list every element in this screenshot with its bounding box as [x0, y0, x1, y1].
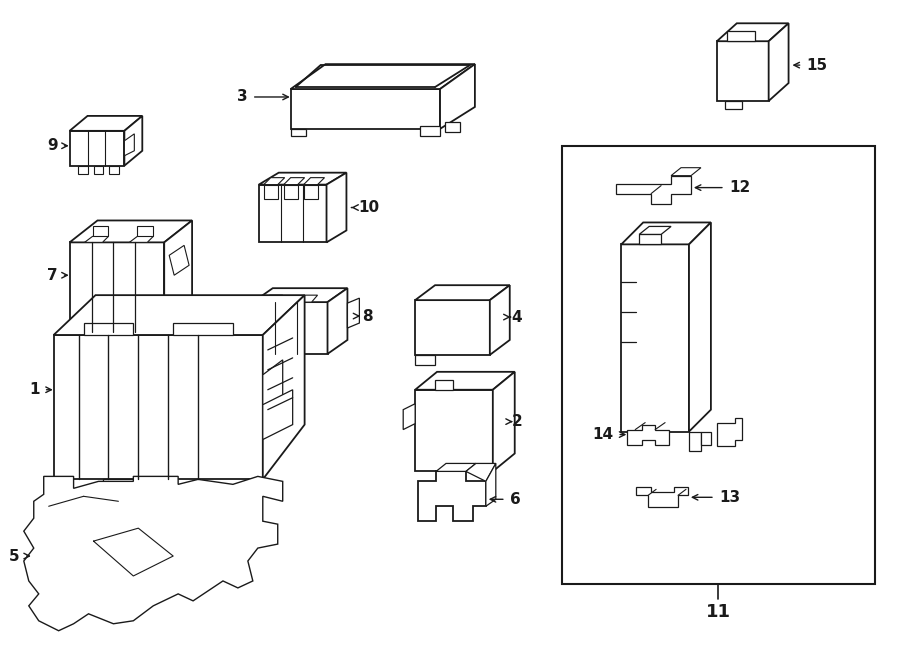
Text: 5: 5: [9, 549, 20, 564]
Text: 15: 15: [806, 58, 828, 73]
Polygon shape: [110, 166, 120, 174]
Polygon shape: [259, 184, 327, 243]
Polygon shape: [253, 302, 328, 354]
Polygon shape: [79, 332, 104, 345]
Polygon shape: [259, 173, 346, 184]
Polygon shape: [93, 227, 108, 237]
Polygon shape: [291, 89, 440, 129]
Text: 9: 9: [47, 138, 58, 153]
Polygon shape: [291, 64, 475, 89]
Polygon shape: [263, 390, 293, 440]
Polygon shape: [327, 173, 346, 243]
Text: 8: 8: [363, 309, 373, 324]
Polygon shape: [671, 168, 701, 176]
Polygon shape: [284, 184, 298, 198]
Polygon shape: [124, 134, 134, 156]
Polygon shape: [415, 372, 515, 390]
Polygon shape: [284, 178, 304, 184]
Polygon shape: [418, 471, 486, 521]
Polygon shape: [415, 285, 509, 300]
Polygon shape: [490, 285, 509, 355]
Polygon shape: [436, 463, 476, 471]
Polygon shape: [701, 432, 711, 444]
Polygon shape: [717, 41, 769, 101]
Polygon shape: [636, 487, 688, 507]
Polygon shape: [54, 335, 263, 479]
Polygon shape: [291, 129, 306, 136]
Polygon shape: [298, 295, 318, 302]
Text: 13: 13: [719, 490, 740, 505]
Polygon shape: [415, 300, 490, 355]
Polygon shape: [303, 178, 325, 184]
Polygon shape: [85, 237, 108, 243]
Polygon shape: [303, 184, 318, 198]
Polygon shape: [639, 227, 671, 235]
Polygon shape: [264, 178, 284, 184]
Bar: [562, 146, 875, 584]
Polygon shape: [138, 227, 153, 237]
Polygon shape: [445, 122, 460, 132]
Text: 6: 6: [509, 492, 520, 507]
Text: 1: 1: [29, 382, 40, 397]
Polygon shape: [77, 166, 87, 174]
Polygon shape: [621, 223, 711, 245]
Polygon shape: [104, 479, 153, 501]
Polygon shape: [466, 463, 496, 481]
Polygon shape: [727, 31, 755, 41]
Polygon shape: [69, 243, 164, 332]
Polygon shape: [639, 235, 662, 245]
Polygon shape: [717, 23, 788, 41]
Text: 14: 14: [592, 427, 613, 442]
Polygon shape: [689, 432, 701, 451]
Polygon shape: [84, 323, 133, 335]
Polygon shape: [124, 332, 149, 342]
Polygon shape: [263, 295, 283, 302]
Text: 4: 4: [512, 309, 522, 325]
Polygon shape: [627, 424, 669, 444]
Polygon shape: [415, 390, 493, 471]
Polygon shape: [493, 372, 515, 471]
Text: 11: 11: [706, 603, 731, 621]
Polygon shape: [769, 23, 788, 101]
Polygon shape: [173, 323, 233, 335]
Text: 2: 2: [512, 414, 523, 429]
Polygon shape: [328, 288, 347, 354]
Polygon shape: [23, 477, 283, 631]
Polygon shape: [124, 116, 142, 166]
Polygon shape: [440, 64, 475, 129]
Polygon shape: [486, 463, 496, 506]
Polygon shape: [264, 184, 278, 198]
Polygon shape: [169, 245, 189, 275]
Text: 10: 10: [358, 200, 380, 215]
Polygon shape: [347, 298, 359, 328]
Polygon shape: [130, 237, 153, 243]
Polygon shape: [69, 116, 142, 131]
Polygon shape: [435, 380, 453, 390]
Polygon shape: [263, 295, 304, 479]
Polygon shape: [616, 176, 691, 204]
Text: 3: 3: [238, 89, 248, 104]
Polygon shape: [69, 131, 124, 166]
Text: 12: 12: [729, 180, 750, 195]
Polygon shape: [164, 221, 192, 332]
Polygon shape: [94, 166, 104, 174]
Polygon shape: [621, 245, 689, 432]
Polygon shape: [724, 101, 742, 109]
Polygon shape: [403, 404, 415, 430]
Polygon shape: [54, 295, 304, 335]
Polygon shape: [253, 288, 347, 302]
Polygon shape: [420, 126, 440, 136]
Polygon shape: [69, 221, 192, 243]
Polygon shape: [689, 223, 711, 432]
Polygon shape: [263, 360, 283, 420]
Polygon shape: [717, 418, 742, 446]
Polygon shape: [415, 355, 435, 365]
Text: 7: 7: [47, 268, 58, 283]
